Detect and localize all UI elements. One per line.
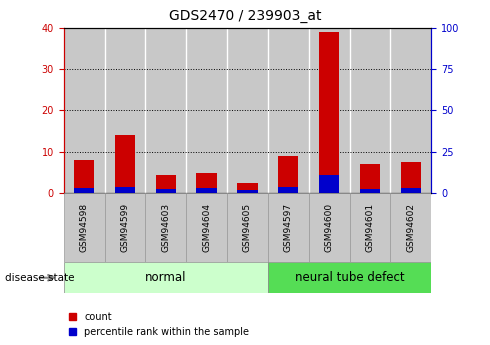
Bar bbox=[146, 28, 186, 193]
Bar bbox=[309, 28, 349, 193]
FancyBboxPatch shape bbox=[64, 262, 268, 293]
Text: GSM94598: GSM94598 bbox=[79, 203, 89, 252]
Bar bbox=[237, 190, 258, 193]
Text: GSM94602: GSM94602 bbox=[406, 203, 416, 252]
FancyBboxPatch shape bbox=[268, 262, 431, 293]
Bar bbox=[237, 183, 258, 193]
Bar bbox=[360, 189, 380, 193]
Bar bbox=[278, 187, 298, 193]
Bar bbox=[64, 28, 104, 193]
Bar bbox=[391, 28, 431, 193]
FancyBboxPatch shape bbox=[104, 193, 146, 262]
FancyBboxPatch shape bbox=[349, 193, 391, 262]
Text: GSM94597: GSM94597 bbox=[284, 203, 293, 252]
Bar bbox=[196, 188, 217, 193]
FancyBboxPatch shape bbox=[391, 193, 431, 262]
FancyBboxPatch shape bbox=[64, 193, 104, 262]
Text: GSM94605: GSM94605 bbox=[243, 203, 252, 252]
Text: GSM94600: GSM94600 bbox=[324, 203, 334, 252]
FancyBboxPatch shape bbox=[309, 193, 349, 262]
Text: neural tube defect: neural tube defect bbox=[294, 271, 404, 284]
Bar bbox=[196, 172, 217, 193]
Bar bbox=[349, 28, 391, 193]
Bar bbox=[74, 188, 94, 193]
FancyBboxPatch shape bbox=[268, 193, 309, 262]
Text: GSM94601: GSM94601 bbox=[366, 203, 374, 252]
Bar bbox=[115, 135, 135, 193]
Legend: count, percentile rank within the sample: count, percentile rank within the sample bbox=[69, 312, 249, 337]
Text: disease state: disease state bbox=[5, 273, 74, 283]
Bar bbox=[186, 28, 227, 193]
Bar bbox=[278, 156, 298, 193]
Bar bbox=[227, 28, 268, 193]
Bar bbox=[319, 32, 339, 193]
Text: GDS2470 / 239903_at: GDS2470 / 239903_at bbox=[169, 9, 321, 23]
Text: normal: normal bbox=[145, 271, 187, 284]
Bar bbox=[156, 175, 176, 193]
Bar bbox=[401, 162, 421, 193]
Bar bbox=[319, 175, 339, 193]
Bar bbox=[401, 188, 421, 193]
FancyBboxPatch shape bbox=[227, 193, 268, 262]
FancyBboxPatch shape bbox=[146, 193, 186, 262]
Bar bbox=[268, 28, 309, 193]
Bar bbox=[74, 160, 94, 193]
Bar bbox=[104, 28, 146, 193]
FancyBboxPatch shape bbox=[186, 193, 227, 262]
Text: GSM94603: GSM94603 bbox=[161, 203, 171, 252]
Text: GSM94604: GSM94604 bbox=[202, 203, 211, 252]
Bar bbox=[360, 164, 380, 193]
Text: GSM94599: GSM94599 bbox=[121, 203, 129, 252]
Bar bbox=[115, 187, 135, 193]
Bar bbox=[156, 189, 176, 193]
